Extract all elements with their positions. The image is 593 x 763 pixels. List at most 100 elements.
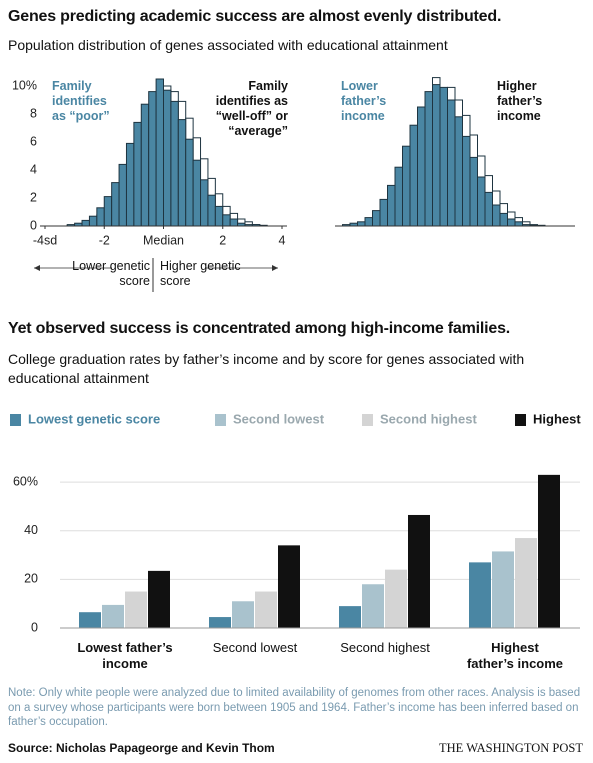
title: Genes predicting academic success are al…	[8, 8, 502, 25]
hist-bar	[125, 142, 135, 227]
legend-swatch	[515, 414, 526, 426]
bar	[79, 612, 101, 628]
bar	[492, 551, 514, 628]
y-tick-label: 8	[30, 106, 37, 120]
bar	[515, 538, 537, 628]
legend-label: Lowest genetic score	[28, 411, 160, 426]
bar	[408, 514, 430, 628]
hist-bar	[200, 179, 209, 227]
hist-bar	[462, 135, 471, 227]
hist-bar	[96, 207, 105, 227]
series-label: Family identifies as “well-off” or “aver…	[215, 79, 288, 138]
hist-bar	[177, 119, 187, 227]
bar	[362, 584, 384, 628]
arrow-head	[34, 265, 40, 271]
hist-bar	[222, 214, 231, 227]
subtitle: Population distribution of genes associa…	[8, 37, 448, 53]
x-tick-label: -2	[99, 233, 110, 247]
hist-bar	[148, 91, 157, 227]
annotation: Higher genetic score	[160, 259, 241, 288]
hist-bar	[103, 196, 113, 227]
bar	[339, 606, 361, 628]
legend-swatch	[10, 414, 21, 426]
y-tick-label: 0	[30, 218, 37, 232]
x-tick-label: Highest father’s income	[466, 640, 564, 671]
y-tick-label: 6	[30, 134, 37, 148]
hist-bar	[439, 86, 448, 227]
hist-bar	[507, 218, 516, 227]
y-tick-label: 60%	[13, 474, 38, 488]
hist-bar	[379, 198, 388, 227]
hist-bar	[170, 100, 179, 227]
hist-bar	[163, 89, 172, 227]
x-tick-label: 2	[219, 233, 226, 247]
legend-label: Second lowest	[233, 411, 325, 426]
bar	[232, 601, 254, 628]
hist-bar	[492, 204, 501, 227]
hist-bar	[192, 159, 202, 227]
legend-swatch	[362, 414, 373, 426]
bar	[148, 570, 170, 628]
hist-bar	[357, 221, 366, 227]
note: Note: Only white people were analyzed du…	[8, 687, 581, 728]
subtitle: College graduation rates by father’s inc…	[8, 351, 525, 386]
hist-bar	[447, 99, 456, 227]
legend-label: Second highest	[380, 411, 477, 426]
legend-swatch	[215, 414, 226, 426]
title: Yet observed success is concentrated amo…	[8, 320, 511, 337]
credit: THE WASHINGTON POST	[439, 741, 583, 755]
hist-bar	[214, 205, 224, 227]
arrow-head	[272, 265, 278, 271]
hist-bar	[155, 78, 164, 227]
hist-bar	[417, 106, 426, 227]
hist-bar	[81, 219, 90, 227]
hist-bar	[133, 121, 142, 227]
series-label: Higher father’s income	[497, 79, 543, 123]
hist-bar	[140, 103, 150, 227]
hist-bar	[207, 194, 216, 227]
bar	[102, 604, 124, 628]
bar	[255, 591, 277, 628]
y-tick-label: 40	[24, 523, 38, 537]
x-tick-label: -4sd	[33, 233, 57, 247]
series-label: Lower father’s income	[341, 79, 387, 123]
hist-bar	[118, 163, 127, 227]
hist-bar	[424, 91, 433, 227]
bar	[125, 591, 147, 628]
legend-label: Highest	[533, 411, 581, 426]
hist-bar	[477, 176, 486, 227]
y-tick-label: 2	[30, 190, 37, 204]
hist-bar	[499, 212, 508, 227]
hist-bar	[88, 215, 98, 227]
bar	[278, 545, 300, 628]
hist-bar	[387, 184, 396, 227]
bar	[469, 562, 491, 628]
hist-bar	[229, 218, 239, 227]
annotation: Lower genetic score	[72, 259, 150, 288]
hist-bar	[185, 138, 194, 227]
x-tick-label: Median	[143, 233, 184, 247]
hist-bar	[364, 217, 373, 227]
hist-bar	[372, 210, 381, 227]
x-tick-label: Second highest	[340, 640, 430, 655]
bar	[538, 474, 560, 628]
y-tick-label: 20	[24, 572, 38, 586]
hist-bar	[514, 221, 523, 227]
x-tick-label: Second lowest	[212, 640, 298, 655]
hist-bar	[402, 145, 411, 227]
hist-bar	[432, 84, 441, 227]
x-tick-label: Lowest father’s income	[77, 640, 173, 671]
y-tick-label: 4	[30, 162, 37, 176]
bar	[209, 617, 231, 628]
hist-bar	[469, 156, 478, 227]
source: Source: Nicholas Papageorge and Kevin Th…	[8, 741, 275, 755]
hist-bar	[111, 182, 120, 227]
hist-bar	[409, 124, 418, 227]
bar	[385, 569, 407, 628]
hist-bar	[394, 166, 403, 227]
x-tick-label: 4	[279, 233, 286, 247]
y-tick-label: 10%	[12, 78, 37, 92]
hist-bar	[454, 116, 463, 227]
